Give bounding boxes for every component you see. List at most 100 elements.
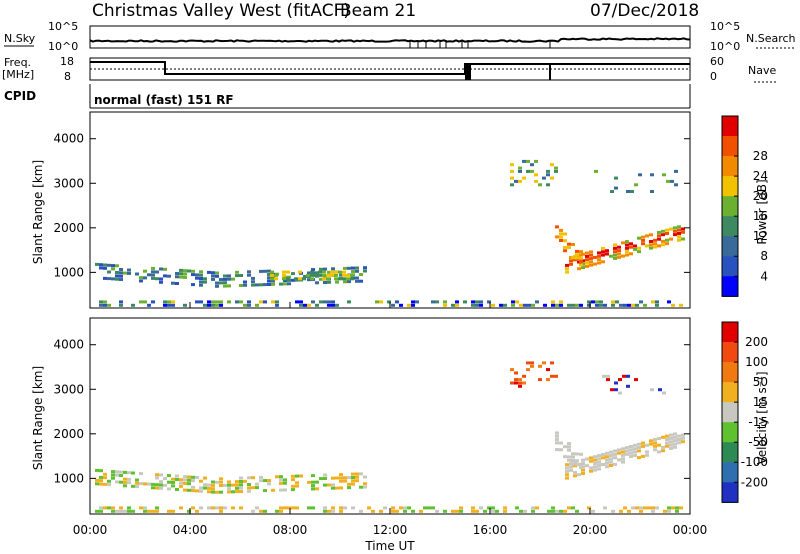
radar-cell — [633, 247, 637, 251]
radar-cell — [609, 454, 613, 457]
radar-cell — [107, 479, 111, 483]
radar-cell — [151, 300, 155, 304]
radar-cell — [579, 253, 583, 257]
radar-cell — [191, 489, 195, 493]
radar-cell — [573, 464, 577, 468]
radar-cell — [123, 509, 127, 513]
radar-cell — [219, 490, 223, 494]
radar-cell — [571, 256, 575, 260]
radar-cell — [601, 463, 605, 466]
radar-cell — [630, 190, 634, 193]
radar-cell — [299, 474, 303, 478]
radar-cell — [175, 275, 179, 279]
radar-cell — [279, 488, 283, 492]
radar-cell — [219, 477, 223, 481]
radar-cell — [95, 509, 99, 513]
radar-cell — [617, 255, 621, 259]
radar-cell — [291, 272, 295, 276]
radar-cell — [191, 475, 195, 479]
radar-cell — [203, 483, 207, 487]
radar-cell — [475, 300, 479, 304]
radar-cell — [103, 266, 107, 270]
radar-cell — [514, 179, 518, 183]
radar-cell — [355, 266, 359, 270]
radar-cell — [359, 472, 363, 476]
radar-cell — [131, 484, 135, 488]
radar-cell — [159, 480, 163, 484]
radar-cell — [183, 303, 187, 307]
radar-cell — [639, 509, 643, 513]
radar-cell — [99, 469, 103, 473]
radar-cell — [347, 482, 351, 486]
radar-cell — [605, 252, 609, 256]
radar-cell — [559, 300, 563, 304]
radar-cell — [255, 486, 259, 490]
radar-cell — [131, 471, 135, 475]
radar-cell — [597, 457, 601, 461]
radar-cell — [339, 506, 343, 510]
radar-cell — [295, 484, 299, 488]
radar-cell — [99, 303, 103, 307]
radar-cell — [322, 273, 326, 277]
radar-cell — [611, 509, 615, 513]
radar-cell — [143, 300, 147, 304]
radar-cell — [203, 277, 207, 281]
radar-cell — [483, 509, 487, 513]
radar-cell — [530, 169, 534, 173]
radar-cell — [487, 506, 491, 510]
radar-cell — [614, 388, 618, 392]
radar-cell — [673, 435, 677, 439]
radar-cell — [103, 472, 107, 476]
radar-cell — [219, 303, 223, 307]
radar-cell — [315, 271, 319, 275]
radar-cell — [363, 269, 367, 273]
radar-cell — [611, 303, 615, 307]
radar-cell — [211, 274, 215, 278]
radar-cell — [510, 381, 514, 385]
radar-cell — [669, 433, 673, 437]
colorbar-tick-label: -100 — [741, 455, 768, 469]
radar-cell — [589, 253, 593, 257]
radar-cell — [227, 490, 231, 494]
radar-cell — [625, 449, 629, 453]
radar-cell — [526, 368, 530, 372]
radar-cell — [327, 303, 331, 307]
radar-cell — [677, 235, 681, 239]
radar-cell — [567, 506, 571, 510]
radar-cell — [331, 506, 335, 510]
radar-cell — [629, 451, 633, 455]
radar-cell — [479, 506, 483, 510]
colorbar-segment — [722, 276, 738, 297]
radar-cell — [275, 303, 279, 307]
radar-cell — [151, 273, 155, 277]
radar-cell — [615, 300, 619, 304]
radar-cell — [211, 487, 215, 491]
radar-cell — [510, 176, 514, 180]
radar-cell — [215, 303, 219, 307]
radar-cell — [103, 276, 107, 280]
radar-cell — [575, 462, 579, 466]
radar-cell — [111, 473, 115, 477]
radar-cell — [617, 245, 621, 249]
radar-cell — [625, 246, 629, 250]
radar-cell — [551, 509, 555, 513]
radar-cell — [147, 273, 151, 277]
time-axis-ticks: 00:00 04:00 08:00 12:00 16:00 20:00 00:00 — [73, 302, 707, 537]
radar-cell — [135, 478, 139, 482]
radar-cell — [331, 300, 335, 304]
y-tick-label: 2000 — [53, 427, 84, 441]
radar-cell — [107, 483, 111, 487]
radar-cell — [199, 270, 203, 274]
radar-cell — [554, 374, 558, 378]
radar-cell — [167, 274, 171, 278]
radar-cell — [363, 485, 367, 489]
y-tick-label: 1000 — [53, 265, 84, 279]
radar-cell — [391, 506, 395, 510]
radar-cell — [665, 438, 669, 441]
radar-cell — [99, 266, 103, 270]
radar-cell — [355, 479, 359, 483]
colorbar-tick-label: 50 — [753, 375, 768, 389]
radar-cell — [613, 452, 617, 456]
radar-cell — [671, 303, 675, 307]
radar-cell — [518, 166, 522, 170]
